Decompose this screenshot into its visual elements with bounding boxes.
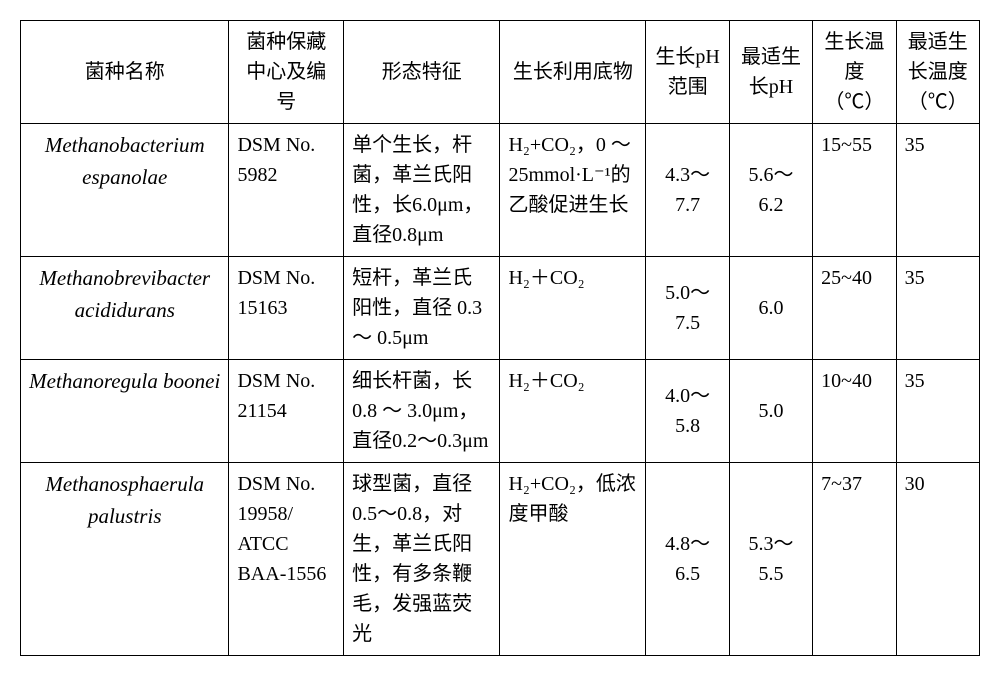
table-header: 菌种名称 菌种保藏中心及编号 形态特征 生长利用底物 生长pH范围 最适生长pH…	[21, 21, 980, 124]
cell-morph: 单个生长，杆菌，革兰氏阳性，长6.0μm，直径0.8μm	[344, 124, 500, 257]
header-phopt: 最适生长pH	[729, 21, 812, 124]
header-tempopt: 最适生长温度（℃）	[896, 21, 979, 124]
table-row: Methanobacterium espanolae DSM No. 5982 …	[21, 124, 980, 257]
cell-temp: 25~40	[813, 257, 896, 360]
header-phrange: 生长pH范围	[646, 21, 729, 124]
cell-temp: 10~40	[813, 360, 896, 463]
cell-tempopt: 35	[896, 124, 979, 257]
cell-morph: 细长杆菌，长 0.8 ～ 3.0μm，直径0.2～0.3μm	[344, 360, 500, 463]
cell-tempopt: 35	[896, 257, 979, 360]
header-name: 菌种名称	[21, 21, 229, 124]
cell-name: Methanoregula boonei	[21, 360, 229, 463]
cell-temp: 7~37	[813, 463, 896, 656]
cell-center: DSM No. 5982	[229, 124, 344, 257]
header-center: 菌种保藏中心及编号	[229, 21, 344, 124]
cell-substr: H₂+CO₂，0 ～ 25mmol·L⁻¹的乙酸促进生长	[500, 124, 646, 257]
cell-name: Methanobrevibacter acididurans	[21, 257, 229, 360]
cell-name: Methanobacterium espanolae	[21, 124, 229, 257]
table-row: Methanobrevibacter acididurans DSM No. 1…	[21, 257, 980, 360]
cell-substr: H₂＋CO₂	[500, 257, 646, 360]
cell-center: DSM No. 15163	[229, 257, 344, 360]
table-row: Methanoregula boonei DSM No. 21154 细长杆菌，…	[21, 360, 980, 463]
cell-tempopt: 30	[896, 463, 979, 656]
cell-phrange: 4.8～6.5	[646, 463, 729, 656]
header-morph: 形态特征	[344, 21, 500, 124]
cell-phopt: 6.0	[729, 257, 812, 360]
table-body: Methanobacterium espanolae DSM No. 5982 …	[21, 124, 980, 656]
header-substr: 生长利用底物	[500, 21, 646, 124]
cell-temp: 15~55	[813, 124, 896, 257]
cell-phopt: 5.3～5.5	[729, 463, 812, 656]
table-row: Methanosphaerula palustris DSM No. 19958…	[21, 463, 980, 656]
cell-morph: 球型菌，直径0.5～0.8，对生，革兰氏阳性，有多条鞭毛，发强蓝荧光	[344, 463, 500, 656]
cell-morph: 短杆，革兰氏阳性，直径 0.3 ～ 0.5μm	[344, 257, 500, 360]
cell-center: DSM No. 21154	[229, 360, 344, 463]
cell-phopt: 5.6～6.2	[729, 124, 812, 257]
cell-phrange: 4.0～5.8	[646, 360, 729, 463]
cell-substr: H₂+CO₂，低浓度甲酸	[500, 463, 646, 656]
cell-substr: H₂＋CO₂	[500, 360, 646, 463]
header-temp: 生长温度（℃）	[813, 21, 896, 124]
cell-tempopt: 35	[896, 360, 979, 463]
cell-center: DSM No. 19958/ ATCC BAA-1556	[229, 463, 344, 656]
cell-phrange: 4.3～7.7	[646, 124, 729, 257]
cell-name: Methanosphaerula palustris	[21, 463, 229, 656]
species-table: 菌种名称 菌种保藏中心及编号 形态特征 生长利用底物 生长pH范围 最适生长pH…	[20, 20, 980, 656]
cell-phrange: 5.0～7.5	[646, 257, 729, 360]
cell-phopt: 5.0	[729, 360, 812, 463]
